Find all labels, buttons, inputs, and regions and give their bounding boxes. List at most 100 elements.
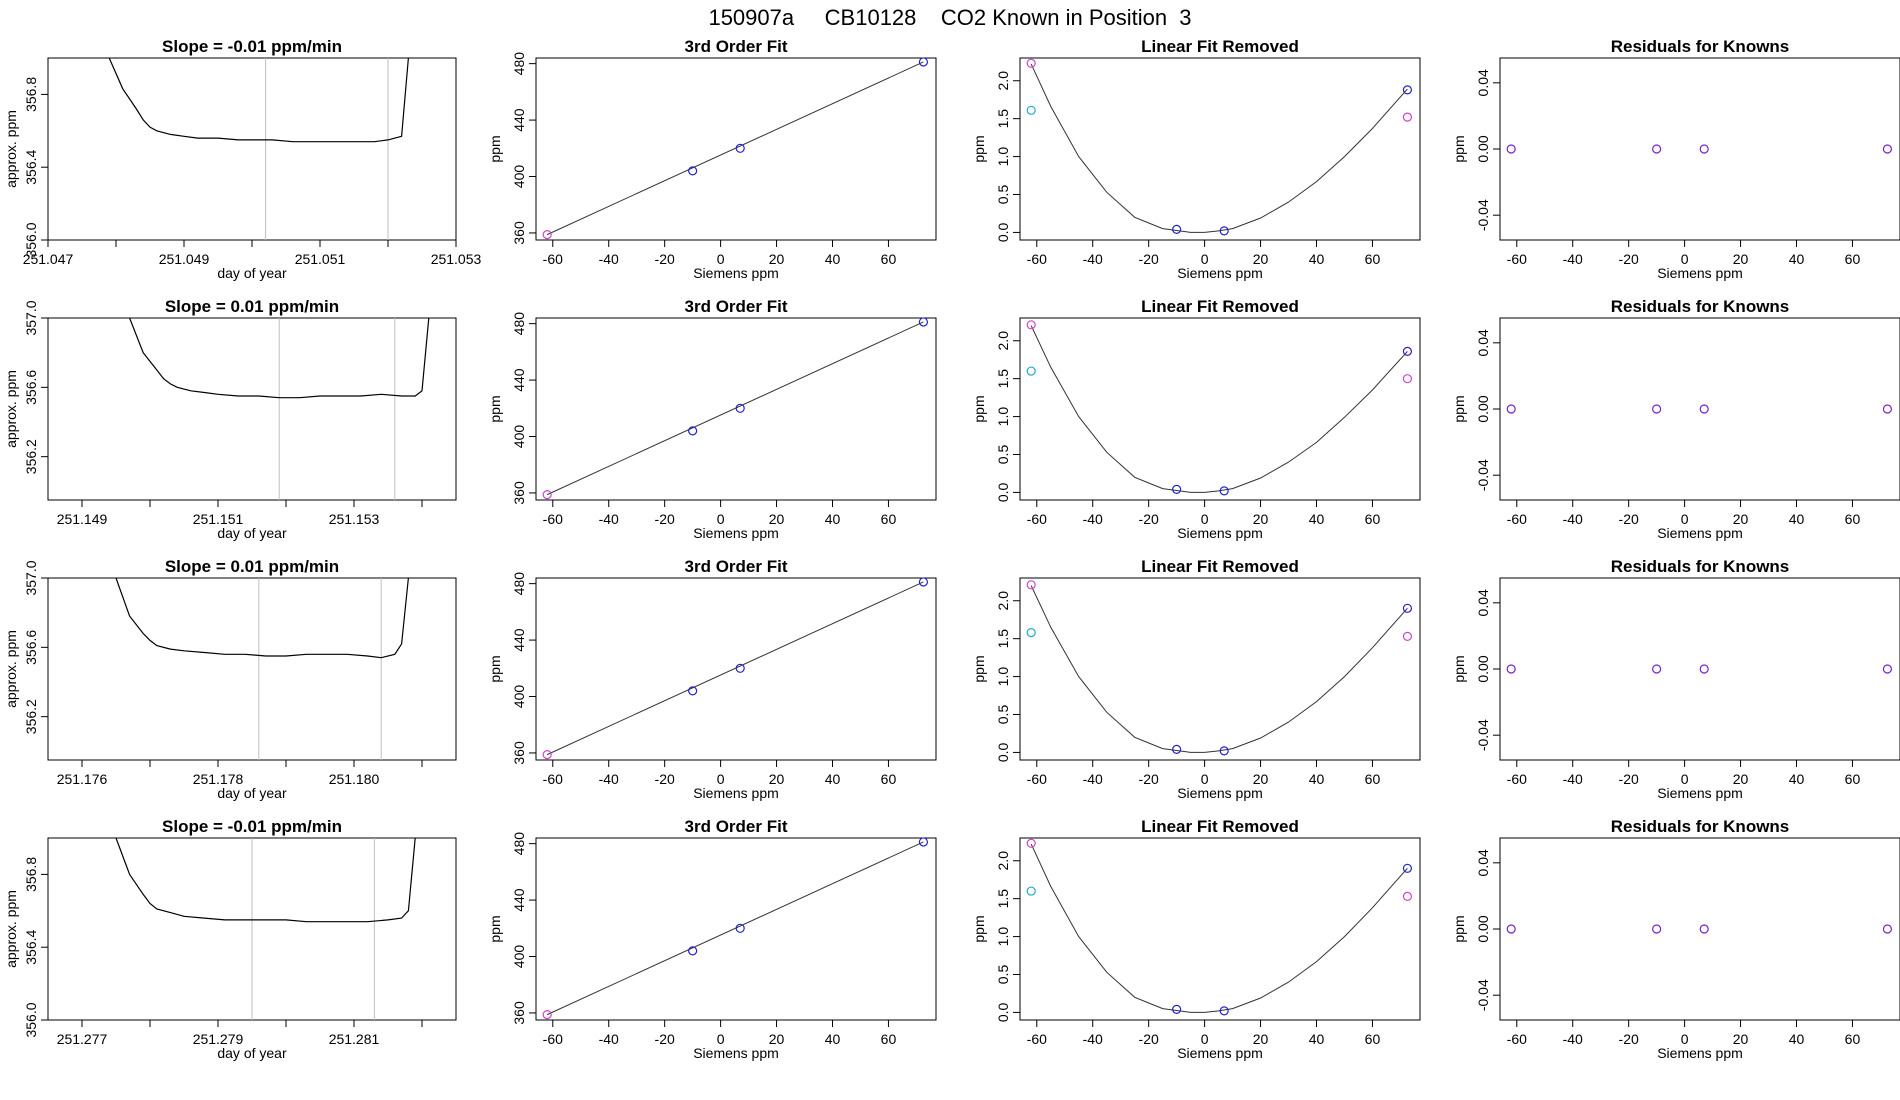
plot-area (1030, 843, 1408, 1013)
panel-2-1: Slope = 0.01 ppm/min 251.149 251.151 251.15… (3, 297, 457, 541)
x-tick-label: 251.153 (329, 511, 380, 527)
panel-title: Residuals for Knowns (1611, 817, 1790, 836)
x-tick-label: 251.149 (57, 511, 108, 527)
y-axis-label: approx. ppm (3, 630, 19, 708)
x-tick-label: -60 (1027, 511, 1047, 527)
x-tick-label: 20 (1733, 1031, 1749, 1047)
panel-1-3: Linear Fit Removed -60 -40 -20 0 20 40 60 0.0 0.5… (971, 37, 1421, 281)
panel-4-1: Slope = -0.01 ppm/min 251.277 251.279 251.2… (3, 817, 457, 1061)
x-tick-label: 60 (1845, 511, 1861, 527)
panel-1-4: Residuals for Knowns -60 -40 -20 0 20 40 60 -0.0… (1451, 37, 1900, 281)
x-tick-label: -40 (1563, 771, 1583, 787)
y-axis-label: ppm (1451, 655, 1467, 682)
x-tick-label: -20 (1619, 251, 1639, 267)
data-point (1402, 374, 1413, 384)
plot-area (546, 841, 924, 1016)
x-tick-label: 60 (1365, 1031, 1381, 1047)
x-tick-label: 251.277 (57, 1031, 108, 1047)
data-point (1652, 664, 1662, 674)
y-axis-label: ppm (971, 655, 987, 682)
trace-line (115, 578, 409, 659)
data-point (1402, 891, 1413, 901)
y-tick-label: 400 (511, 165, 527, 189)
y-axis-label: ppm (971, 395, 987, 422)
x-tick-label: 20 (1253, 511, 1269, 527)
y-tick-label: -0.04 (1475, 459, 1491, 491)
x-tick-label: 251.047 (23, 251, 74, 267)
data-point (735, 143, 745, 153)
page-title: 150907a CB10128 CO2 Known in Position 3 (708, 5, 1191, 30)
x-tick-label: 40 (1789, 251, 1805, 267)
plot-frame (1019, 57, 1421, 241)
data-point (1026, 838, 1036, 848)
data-point (1172, 744, 1182, 754)
y-tick-label: 357.0 (23, 300, 39, 335)
plot-area (108, 58, 409, 240)
x-tick-label: 60 (1365, 771, 1381, 787)
data-point (918, 57, 929, 67)
x-tick-label: 60 (1845, 1031, 1861, 1047)
plot-area (115, 838, 416, 1020)
y-axis-label: ppm (1451, 395, 1467, 422)
x-tick-label: -40 (599, 1031, 619, 1047)
y-tick-label: -0.04 (1475, 199, 1491, 231)
fit-line (546, 841, 924, 1016)
trace-line (108, 58, 409, 143)
plot-area (1030, 585, 1408, 753)
x-tick-label: 60 (1845, 251, 1861, 267)
y-tick-label: 1.5 (995, 629, 1011, 649)
data-point (688, 426, 698, 436)
panel-title: Linear Fit Removed (1141, 557, 1299, 576)
y-tick-label: 0.0 (995, 742, 1011, 762)
data-point (1699, 664, 1709, 674)
panel-title: 3rd Order Fit (685, 37, 788, 56)
x-tick-label: -60 (543, 1031, 563, 1047)
x-tick-label: 0 (1201, 1031, 1209, 1047)
data-point (1026, 366, 1036, 376)
y-tick-label: 356.6 (23, 630, 39, 665)
panel-3-2: 3rd Order Fit -60 -40 -20 0 20 40 60 360 400 440 48… (487, 557, 937, 801)
trace-line (115, 838, 416, 923)
y-tick-label: 400 (511, 425, 527, 449)
y-tick-label: 480 (511, 832, 527, 856)
panel-title: Slope = -0.01 ppm/min (162, 817, 342, 836)
y-axis-label: approx. ppm (3, 110, 19, 188)
data-point (1026, 886, 1036, 896)
y-tick-label: 400 (511, 945, 527, 969)
data-point (1219, 226, 1229, 236)
x-axis-label: Siemens ppm (1657, 525, 1743, 541)
data-point (542, 230, 552, 240)
y-tick-label: 2.0 (995, 851, 1011, 871)
x-axis-label: Siemens ppm (693, 525, 779, 541)
x-tick-label: -60 (1027, 771, 1047, 787)
y-axis-label: ppm (1451, 915, 1467, 942)
x-tick-label: 251.053 (431, 251, 482, 267)
y-tick-label: 0.04 (1475, 329, 1491, 356)
plot-frame (535, 837, 937, 1021)
plot-frame (1019, 317, 1421, 501)
y-tick-label: 0.0 (995, 1002, 1011, 1022)
x-tick-label: 251.151 (193, 511, 244, 527)
y-tick-label: 1.0 (995, 407, 1011, 427)
x-axis-label: Siemens ppm (1177, 525, 1263, 541)
data-point (1699, 404, 1709, 414)
x-tick-label: 20 (769, 1031, 785, 1047)
fit-curve (1030, 585, 1408, 753)
y-tick-label: 0.00 (1475, 655, 1491, 682)
panel-title: 3rd Order Fit (685, 557, 788, 576)
y-tick-label: -0.04 (1475, 979, 1491, 1011)
x-tick-label: 40 (1309, 251, 1325, 267)
data-point (1026, 580, 1036, 590)
x-tick-label: -20 (1139, 771, 1159, 787)
y-tick-label: 440 (511, 368, 527, 392)
x-axis-label: day of year (217, 1045, 287, 1061)
x-tick-label: 251.049 (159, 251, 210, 267)
panel-1-2: 3rd Order Fit -60 -40 -20 0 20 40 60 360 400 440 48… (487, 37, 937, 281)
y-tick-label: 1.5 (995, 369, 1011, 389)
x-tick-label: -60 (1507, 1031, 1527, 1047)
fit-line (546, 61, 924, 236)
y-axis-label: approx. ppm (3, 370, 19, 448)
data-point (1699, 924, 1709, 934)
y-tick-label: 0.5 (995, 965, 1011, 985)
plot-frame (47, 317, 457, 501)
